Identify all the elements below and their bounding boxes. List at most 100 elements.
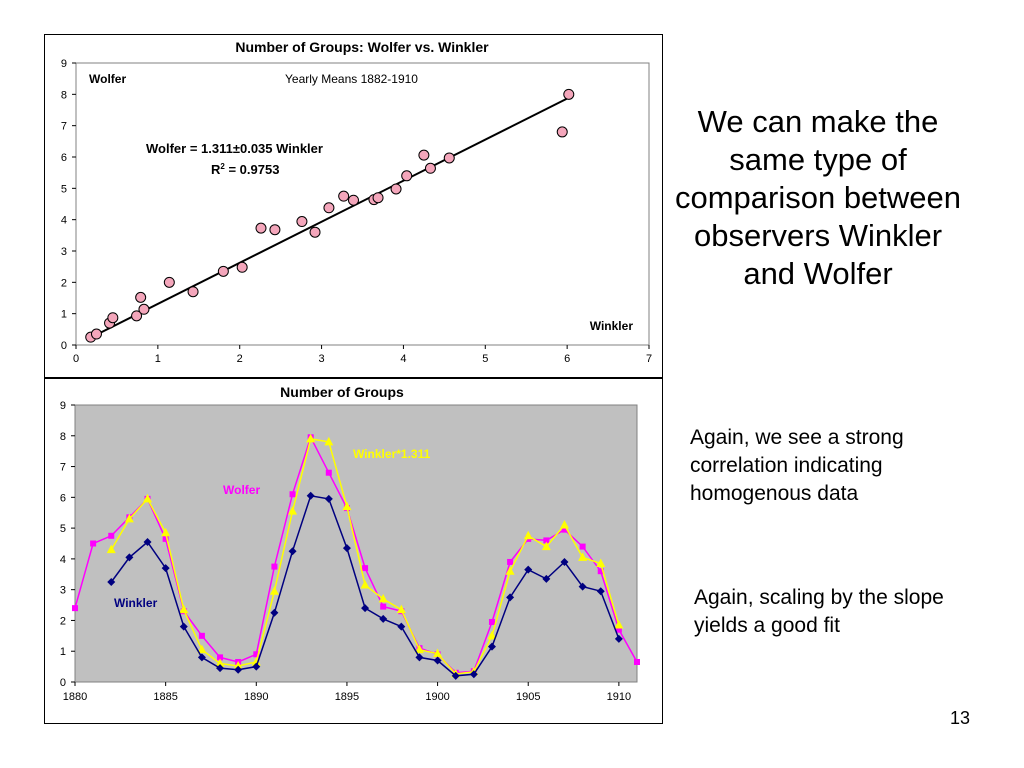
data-point-triangle (596, 558, 606, 568)
scatter-point (563, 88, 575, 100)
data-point-triangle (360, 580, 370, 589)
data-point-diamond (125, 553, 134, 562)
data-point-diamond (487, 642, 496, 651)
data-point-diamond (361, 604, 370, 613)
x-tick-label: 4 (400, 353, 406, 365)
data-point-diamond (197, 653, 206, 662)
y-tick-label: 3 (60, 585, 66, 597)
data-point-triangle (541, 541, 551, 551)
data-point-square (615, 626, 622, 633)
data-point-diamond (469, 670, 478, 679)
data-point-diamond (216, 664, 225, 673)
data-point-square (488, 618, 495, 625)
data-point-diamond (306, 491, 315, 500)
data-point-triangle (288, 506, 298, 515)
y-tick-label: 0 (60, 677, 66, 689)
series-winkler (107, 491, 623, 680)
scatter-chart-panel: Number of Groups: Wolfer vs. Winkler Wol… (44, 34, 663, 378)
data-point-triangle (269, 586, 279, 595)
data-point-triangle (233, 660, 243, 670)
r-squared-label: R2 = 0.9753 (211, 162, 279, 177)
y-tick-label: 0 (61, 340, 67, 352)
scatter-x-axis-label: Winkler (590, 319, 634, 333)
data-point-square (507, 558, 514, 565)
data-point-diamond (614, 634, 623, 643)
y-tick-label: 8 (61, 89, 67, 101)
scatter-point (347, 194, 359, 206)
scatter-point (131, 310, 143, 322)
y-tick-label: 5 (60, 523, 66, 535)
x-tick-label: 6 (564, 353, 570, 365)
scatter-point (163, 276, 175, 288)
x-tick-label: 0 (73, 353, 79, 365)
x-tick-label: 2 (237, 353, 243, 365)
scatter-chart: Number of Groups: Wolfer vs. Winkler Wol… (61, 39, 652, 365)
data-point-triangle (523, 530, 533, 540)
data-point-square (289, 491, 296, 498)
scatter-point (323, 202, 335, 214)
scatter-point (269, 224, 281, 236)
data-point-triangle (106, 544, 116, 554)
data-point-triangle (251, 656, 261, 666)
data-point-triangle (342, 501, 352, 511)
data-point-diamond (524, 565, 533, 574)
legend-label-winkler-scaled: Winkler*1.311 (353, 447, 431, 461)
series-winkler-1-311 (106, 433, 624, 678)
data-point-diamond (542, 574, 551, 583)
data-point-square (271, 563, 278, 570)
data-point-square (253, 651, 260, 658)
line-chart: Number of Groups 1880 1885 1890 1895 1900 190… (60, 384, 640, 703)
x-tick-label: 7 (646, 353, 652, 365)
data-point-diamond (506, 593, 515, 602)
y-tick-label: 6 (61, 152, 67, 164)
y-tick-label: 2 (60, 615, 66, 627)
data-point-triangle (433, 648, 443, 658)
x-tick-label: 1880 (63, 691, 87, 703)
y-tick-label: 9 (60, 400, 66, 412)
x-tick-label: 1890 (244, 691, 268, 703)
data-point-diamond (107, 577, 116, 586)
data-point-triangle (505, 566, 515, 575)
data-point-triangle (179, 604, 189, 614)
data-point-triangle (143, 493, 153, 503)
data-point-square (561, 526, 568, 533)
data-point-square (597, 568, 604, 575)
y-tick-label: 4 (61, 215, 67, 227)
data-point-triangle (215, 658, 225, 668)
scatter-point (338, 190, 350, 202)
scatter-point (424, 162, 436, 174)
y-tick-label: 2 (61, 277, 67, 289)
scaling-note: Again, scaling by the slope yields a goo… (694, 586, 944, 637)
data-point-diamond (342, 544, 351, 553)
scatter-subtitle: Yearly Means 1882-1910 (285, 72, 418, 86)
x-tick-label: 1895 (335, 691, 359, 703)
y-tick-label: 1 (60, 646, 66, 658)
scatter-point (138, 303, 150, 315)
data-point-square (325, 469, 332, 476)
x-tick-label: 1900 (425, 691, 449, 703)
x-tick-label: 3 (319, 353, 325, 365)
scatter-point (401, 170, 413, 182)
y-tick-label: 7 (60, 462, 66, 474)
y-tick-label: 4 (60, 554, 66, 566)
data-point-square (72, 605, 78, 612)
data-point-triangle (161, 527, 171, 537)
data-point-triangle (414, 644, 424, 654)
scatter-point (556, 126, 568, 138)
correlation-note: Again, we see a strong correlation indic… (690, 426, 904, 505)
y-tick-label: 6 (60, 492, 66, 504)
data-point-diamond (161, 564, 170, 573)
scatter-point (418, 149, 430, 161)
data-point-diamond (433, 656, 442, 665)
data-point-diamond (324, 494, 333, 503)
data-point-diamond (397, 622, 406, 631)
data-point-triangle (378, 593, 388, 603)
legend-label-winkler: Winkler (114, 596, 158, 610)
scatter-point (90, 328, 102, 340)
y-tick-label: 8 (60, 431, 66, 443)
scatter-y-axis-label: Wolfer (89, 72, 126, 86)
data-point-diamond (596, 587, 605, 596)
data-point-square (579, 543, 586, 550)
data-point-triangle (559, 520, 569, 529)
y-tick-label: 7 (61, 121, 67, 133)
